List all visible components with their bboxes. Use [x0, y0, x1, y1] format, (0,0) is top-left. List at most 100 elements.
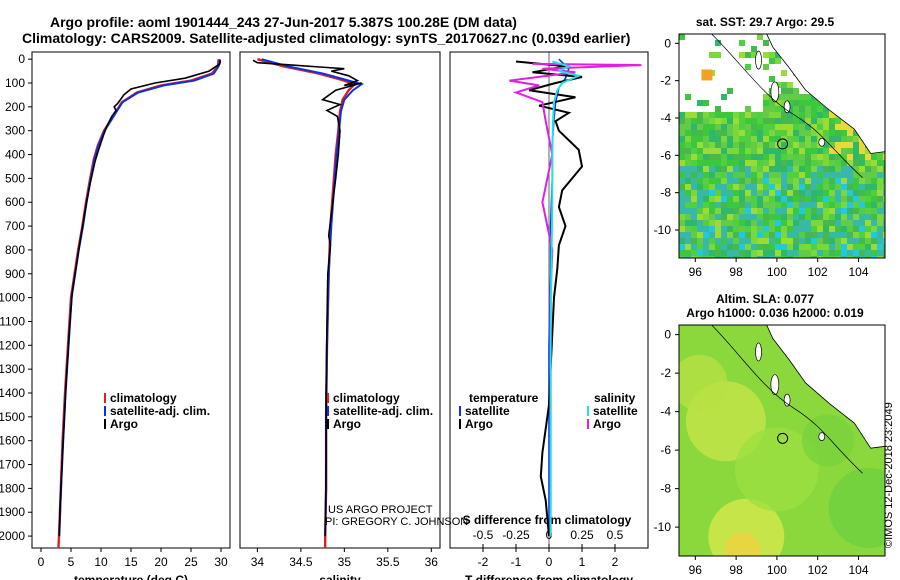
- sst-cell: [727, 178, 733, 184]
- sst-cell: [853, 232, 859, 238]
- sst-cell: [823, 124, 829, 130]
- sst-cell: [847, 178, 853, 184]
- sst-cell: [703, 136, 709, 142]
- sst-cell: [781, 82, 787, 88]
- sst-cell: [781, 184, 787, 190]
- sst-cell: [679, 226, 685, 232]
- sst-cell: [829, 256, 835, 258]
- legend-label: Argo: [465, 417, 493, 431]
- sst-cell: [763, 160, 769, 166]
- sst-cell: [811, 106, 817, 112]
- sst-cell: [883, 256, 885, 258]
- sst-cell: [745, 64, 751, 70]
- sst-cell: [781, 256, 787, 258]
- sst-cell: [685, 256, 691, 258]
- sst-cell: [841, 160, 847, 166]
- sst-cell: [853, 220, 859, 226]
- sst-cell: [685, 160, 691, 166]
- y-tick-label: 1600: [0, 434, 25, 448]
- sst-cell: [877, 226, 883, 232]
- sst-cell: [697, 202, 703, 208]
- sst-cell: [703, 184, 709, 190]
- sst-cell: [847, 148, 853, 154]
- sst-cell: [715, 220, 721, 226]
- sst-cell: [709, 202, 715, 208]
- sst-cell: [745, 154, 751, 160]
- sst-cell: [799, 136, 805, 142]
- sst-cell: [841, 256, 847, 258]
- sst-cell: [685, 190, 691, 196]
- sst-cell: [877, 244, 883, 250]
- sst-cell: [715, 184, 721, 190]
- sst-cell: [709, 232, 715, 238]
- sst-cell: [793, 106, 799, 112]
- sst-cell: [883, 172, 885, 178]
- sst-cell: [835, 238, 841, 244]
- sst-cell: [685, 196, 691, 202]
- sst-cell: [817, 208, 823, 214]
- sst-cell: [847, 238, 853, 244]
- sst-cell: [691, 238, 697, 244]
- sst-cell: [817, 220, 823, 226]
- sst-cell: [847, 124, 853, 130]
- sst-cell: [841, 184, 847, 190]
- sst-cell: [727, 238, 733, 244]
- sst-cell: [775, 214, 781, 220]
- sst-cell: [709, 124, 715, 130]
- sst-cell: [859, 160, 865, 166]
- sst-cell: [799, 202, 805, 208]
- y-tick-label: 800: [5, 243, 25, 257]
- sst-cell: [739, 220, 745, 226]
- sst-cell: [769, 154, 775, 160]
- sst-cell: [829, 118, 835, 124]
- sst-cell: [877, 154, 883, 160]
- sst-cell: [757, 208, 763, 214]
- sst-cell: [691, 148, 697, 154]
- sst-cell: [691, 166, 697, 172]
- sst-cell: [763, 100, 769, 106]
- sst-cell: [817, 160, 823, 166]
- sst-cell: [769, 256, 775, 258]
- sst-cell: [793, 220, 799, 226]
- sst-cell: [847, 172, 853, 178]
- sst-cell: [805, 172, 811, 178]
- sst-cell: [757, 184, 763, 190]
- sst-cell: [799, 94, 805, 100]
- sst-cell: [775, 118, 781, 124]
- sst-cell: [685, 244, 691, 250]
- y-tick-label: 2000: [0, 529, 25, 543]
- sst-cell: [709, 214, 715, 220]
- sst-cell: [859, 250, 865, 256]
- sst-cell: [697, 256, 703, 258]
- sst-cell: [757, 202, 763, 208]
- sst-cell: [775, 52, 781, 58]
- sst-cell: [739, 52, 745, 58]
- sst-cell: [685, 148, 691, 154]
- sst-cell: [715, 250, 721, 256]
- sst-cell: [811, 226, 817, 232]
- sst-cell: [877, 250, 883, 256]
- sst-cell: [691, 160, 697, 166]
- map-x-tick-label: 102: [808, 563, 828, 577]
- sst-cell: [751, 256, 757, 258]
- sst-cell: [805, 124, 811, 130]
- sst-cell: [697, 130, 703, 136]
- sst-cell: [775, 202, 781, 208]
- sst-cell: [679, 178, 685, 184]
- sst-cell: [751, 154, 757, 160]
- sst-cell: [727, 184, 733, 190]
- sst-cell: [799, 232, 805, 238]
- sst-cell: [703, 208, 709, 214]
- sst-cell: [817, 100, 823, 106]
- sst-cell: [769, 52, 775, 58]
- series-t-argo: [515, 60, 584, 537]
- sst-cell: [835, 220, 841, 226]
- sst-cell: [829, 196, 835, 202]
- y-tick-label: 200: [5, 100, 25, 114]
- sst-cell: [799, 208, 805, 214]
- sst-cell: [775, 130, 781, 136]
- sst-cell: [703, 244, 709, 250]
- sst-cell: [859, 226, 865, 232]
- sst-cell: [787, 220, 793, 226]
- sst-cell: [781, 100, 787, 106]
